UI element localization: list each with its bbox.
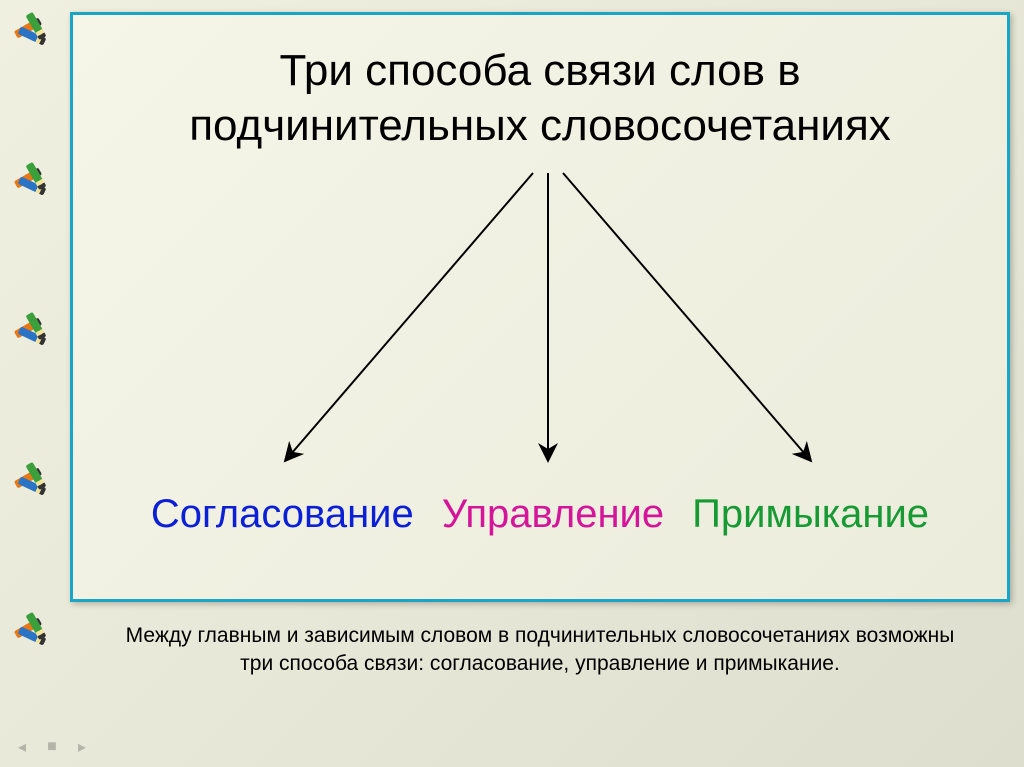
nav-back-button[interactable]: ◂ (12, 737, 32, 757)
arrows-diagram (73, 155, 1013, 475)
title-line-2: подчинительных словосочетаниях (73, 98, 1007, 153)
nav-forward-button[interactable]: ▸ (72, 737, 92, 757)
pencil-icon (8, 310, 52, 354)
pencil-icon (8, 610, 52, 654)
category-adjunction: Примыкание (692, 492, 929, 537)
caption-line-2: три способа связи: согласование, управле… (70, 650, 1010, 678)
pencil-icon (8, 10, 52, 54)
category-agreement: Согласование (151, 492, 414, 537)
pencil-icon (8, 160, 52, 204)
sidebar-decor (0, 0, 60, 767)
panel-title: Три способа связи слов в подчинительных … (73, 43, 1007, 153)
caption-line-1: Между главным и зависимым словом в подчи… (70, 622, 1010, 650)
main-panel: Три способа связи слов в подчинительных … (70, 12, 1010, 602)
category-government: Управление (442, 492, 664, 537)
caption-text: Между главным и зависимым словом в подчи… (70, 622, 1010, 679)
title-line-1: Три способа связи слов в (73, 43, 1007, 98)
pencil-icon (8, 460, 52, 504)
nav-stop-button[interactable]: ■ (42, 737, 62, 757)
category-row: Согласование Управление Примыкание (73, 492, 1007, 537)
nav-controls: ◂ ■ ▸ (12, 737, 92, 757)
